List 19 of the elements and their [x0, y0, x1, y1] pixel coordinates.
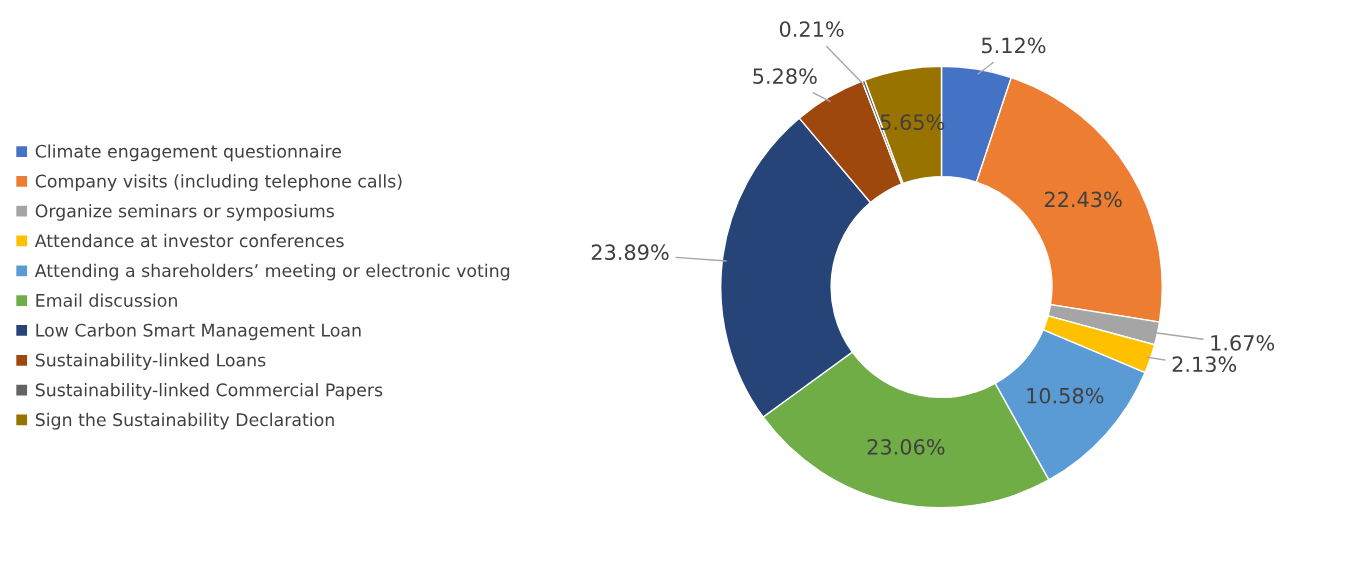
data-label: 1.67%: [1211, 334, 1275, 351]
data-label: 23.06%: [867, 438, 945, 455]
data-label: 2.13%: [1172, 356, 1237, 373]
legend-label: Sign the Sustainability Declaration: [35, 412, 334, 430]
data-label: 23.89%: [591, 244, 669, 261]
legend-label: Climate engagement questionnaire: [35, 144, 341, 162]
legend-label: Low Carbon Smart Management Loan: [36, 323, 361, 341]
legend-label: Sustainability-linked Commercial Papers: [35, 382, 383, 400]
data-label: 5.12%: [981, 37, 1046, 54]
legend-label: Email discussion: [36, 293, 177, 307]
legend-label: Attendance at investor conferences: [34, 233, 344, 248]
legend-label: Sustainability-linked Loans: [35, 353, 266, 370]
data-label: 22.43%: [1044, 191, 1122, 208]
data-label: 0.21%: [779, 21, 844, 37]
data-label: 10.58%: [1027, 387, 1104, 404]
legend-label: Company visits (including telephone calls): [35, 174, 402, 192]
data-label: 5.28%: [753, 68, 817, 84]
legend-label: Organize seminars or symposiums: [35, 204, 334, 221]
legend-label: Attending a shareholders’ meeting or electronic voting: [34, 263, 510, 281]
